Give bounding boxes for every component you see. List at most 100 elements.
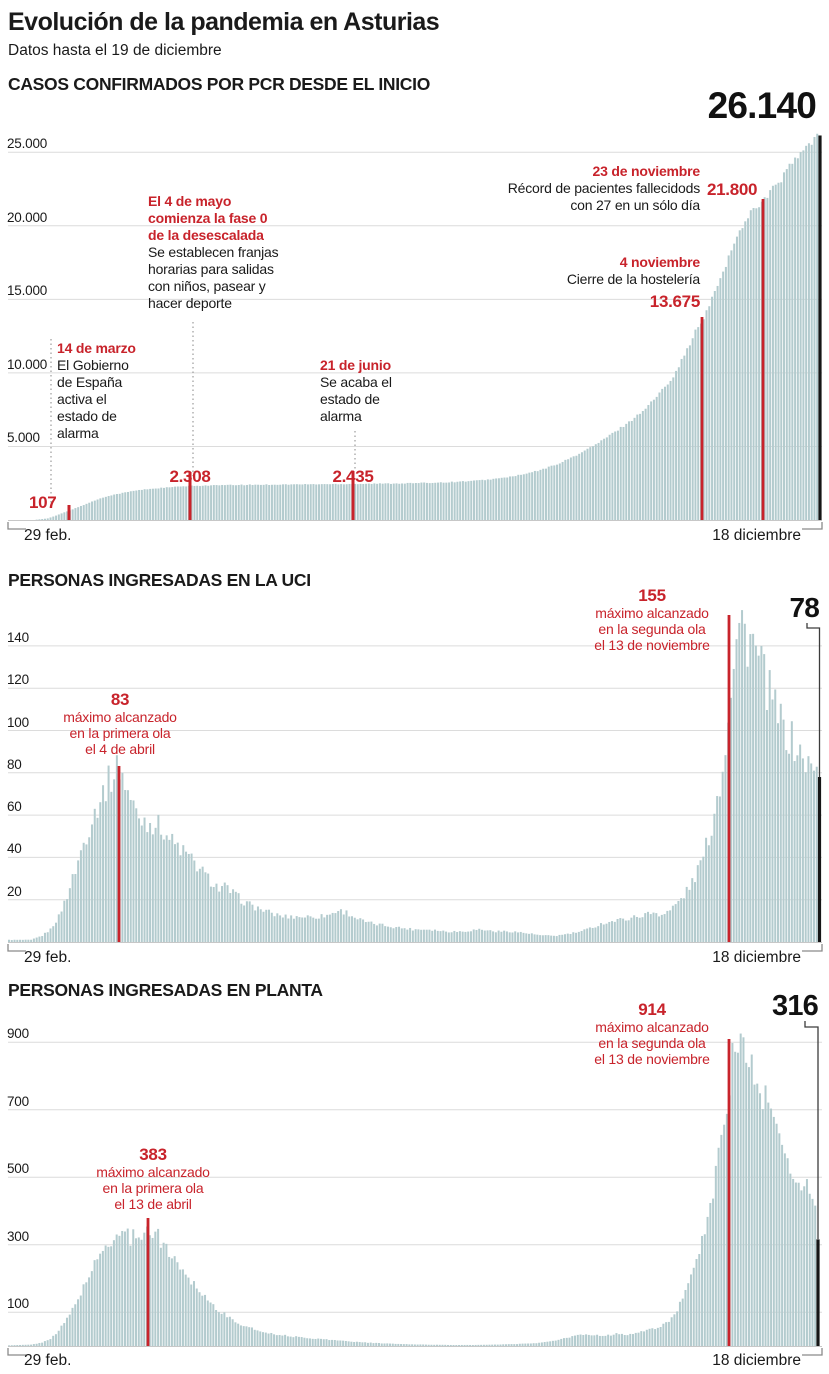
bar (496, 1344, 499, 1346)
bar (503, 477, 506, 520)
bar (539, 935, 542, 942)
annotation-body-line: Se acaba el (320, 374, 392, 390)
bar (110, 791, 113, 942)
bar (456, 931, 459, 942)
annotation-body-line: hacer deporte (148, 295, 232, 311)
bar (264, 1332, 267, 1346)
bar (587, 1334, 590, 1346)
bar (295, 916, 298, 942)
bar (592, 446, 595, 520)
bar (569, 457, 572, 520)
bar (763, 197, 766, 521)
bar (154, 827, 157, 942)
bar (654, 1329, 657, 1346)
bar (254, 484, 257, 520)
bar (655, 396, 658, 520)
bar (467, 931, 470, 942)
event-value-label: 107 (29, 493, 57, 512)
value-connector-line (806, 623, 821, 777)
bar (674, 904, 677, 942)
bar (184, 1274, 187, 1346)
current-value-bar (818, 135, 822, 521)
bar (540, 1342, 543, 1346)
y-tick-label: 80 (7, 756, 22, 772)
bar (370, 483, 373, 520)
bar (780, 182, 783, 520)
bar (744, 221, 747, 520)
bar (441, 1344, 444, 1346)
bar (93, 1260, 96, 1346)
bar (157, 814, 160, 942)
bar (209, 886, 212, 942)
bar (43, 1341, 46, 1346)
bar (46, 518, 49, 520)
bar (204, 872, 207, 942)
bar (234, 485, 237, 520)
bar (458, 1345, 461, 1346)
bar (574, 1335, 577, 1346)
bar (110, 495, 113, 520)
bar (433, 929, 436, 942)
bar (478, 480, 481, 520)
bar (135, 490, 138, 520)
bar (761, 1109, 764, 1346)
bar (770, 1108, 773, 1346)
annotation-date-heading: de la desescalada (148, 227, 264, 243)
current-value-planta: 316 (772, 990, 819, 1022)
y-tick-label: 20.000 (7, 209, 48, 225)
bar (259, 909, 262, 942)
bar (381, 923, 384, 942)
bar (438, 1344, 441, 1346)
bar (660, 914, 663, 942)
bar (101, 1250, 104, 1346)
bar (774, 184, 777, 520)
bar (204, 1294, 207, 1346)
bar (129, 1245, 132, 1346)
bar (113, 779, 116, 942)
bar (520, 474, 523, 520)
bar (634, 1332, 637, 1346)
bar (292, 918, 295, 942)
bar (786, 1158, 789, 1346)
bar (482, 1344, 485, 1346)
annotation-fase-0-desescalada: El 4 de mayo comienza la fase 0 de la dese… (148, 193, 279, 312)
bar (428, 929, 431, 942)
annotation-maximo-primera-ola-uci: 83 máximo alcanzado en la primera ola el 4 … (5, 690, 235, 757)
bar (187, 1277, 190, 1346)
bar (597, 442, 600, 520)
bar (74, 874, 77, 942)
bar (666, 910, 669, 942)
bar (398, 926, 401, 942)
bar (655, 913, 658, 942)
bar (250, 1327, 253, 1346)
bar (339, 909, 342, 942)
bar (394, 1343, 397, 1346)
bar (513, 1344, 516, 1346)
bar (502, 1344, 505, 1346)
bar (603, 438, 606, 520)
annotation-date-heading: 23 de noviembre (592, 163, 701, 179)
bar (121, 772, 124, 942)
bar (88, 1277, 91, 1346)
bar (375, 925, 378, 942)
bar (529, 1343, 532, 1346)
bar (317, 918, 320, 942)
axis-corner-left (7, 944, 26, 952)
bar (495, 478, 498, 520)
bar (697, 327, 700, 520)
bar (240, 484, 243, 520)
bar (140, 489, 143, 520)
bar (508, 932, 511, 942)
bar (328, 1340, 331, 1346)
bar (723, 1124, 726, 1346)
bar (777, 182, 780, 521)
bar (546, 1341, 549, 1346)
bar (645, 1329, 648, 1346)
bar (223, 1312, 226, 1346)
bar (212, 1304, 215, 1346)
bar (734, 1051, 737, 1346)
bar (620, 1333, 623, 1346)
bar (49, 928, 52, 942)
bar (618, 1334, 621, 1346)
